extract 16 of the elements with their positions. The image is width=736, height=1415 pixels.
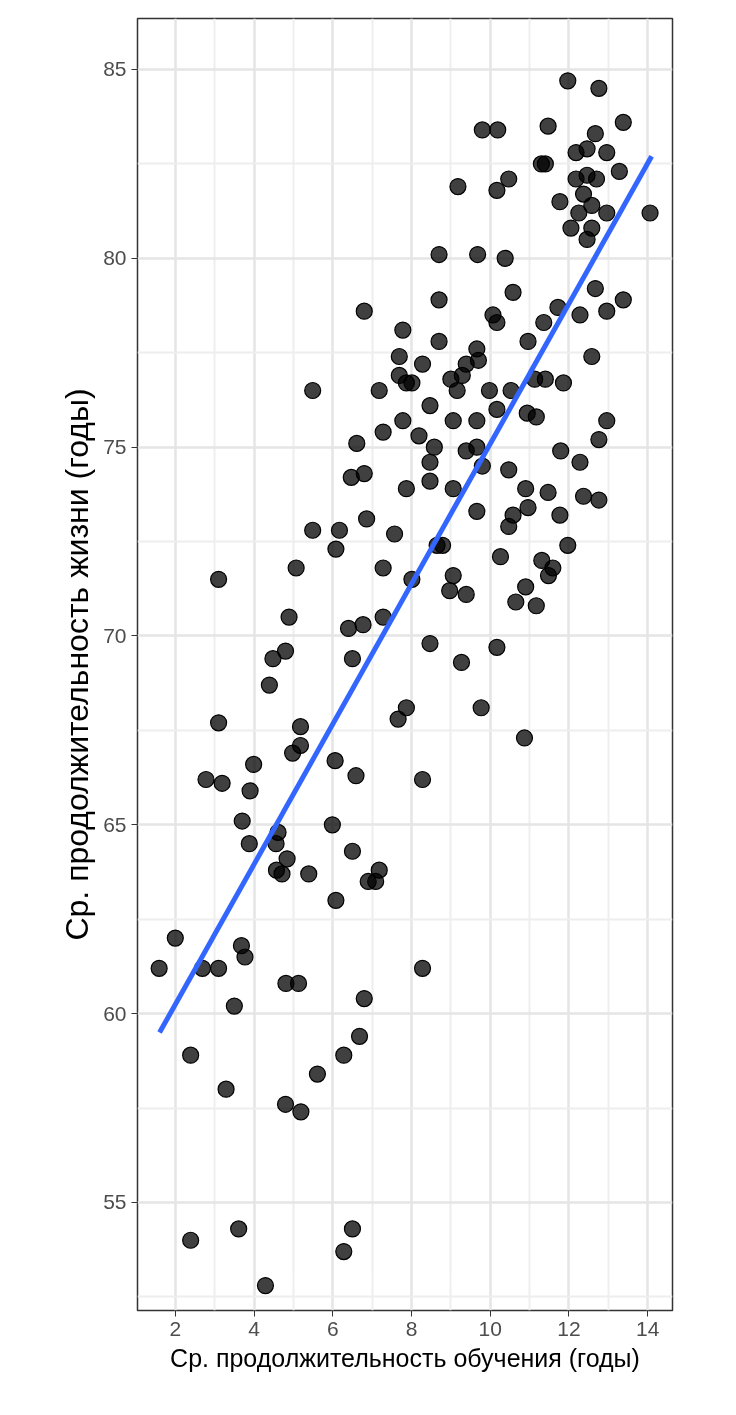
- x-tick-label: 2: [169, 1316, 182, 1340]
- x-tick-label: 6: [326, 1316, 339, 1340]
- x-tick-label: 12: [557, 1316, 581, 1340]
- y-tick-label: 55: [103, 1190, 127, 1214]
- x-axis-title: Ср. продолжительность обучения (годы): [170, 1343, 640, 1372]
- y-tick-label: 85: [103, 57, 127, 81]
- x-tick-label: 4: [248, 1316, 261, 1340]
- y-tick-label: 75: [103, 435, 127, 459]
- x-tick-label: 10: [478, 1316, 502, 1340]
- y-tick-label: 60: [103, 1001, 127, 1025]
- y-tick-label: 80: [103, 246, 127, 270]
- y-axis-title: Ср. продолжительность жизни (годы): [59, 388, 96, 941]
- x-tick-label: 14: [636, 1316, 660, 1340]
- y-tick-label: 65: [103, 812, 127, 836]
- x-tick-label: 8: [405, 1316, 418, 1340]
- y-tick-label: 70: [103, 623, 127, 647]
